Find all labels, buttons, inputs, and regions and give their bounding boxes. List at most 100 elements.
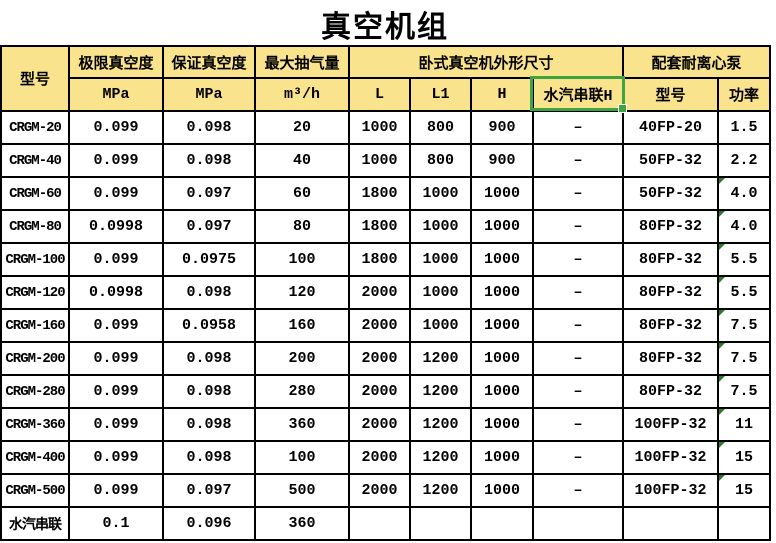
- header-ultimate-vacuum-unit[interactable]: MPa: [68, 77, 164, 112]
- cell-dim-h[interactable]: 1000: [470, 209, 534, 244]
- cell-guaranteed-vacuum[interactable]: 0.098: [162, 143, 256, 178]
- cell-steam-series-h[interactable]: –: [532, 242, 624, 277]
- cell-pump-power[interactable]: 2.2: [717, 143, 771, 178]
- cell-model[interactable]: CRGM-280: [0, 374, 70, 409]
- cell-max-capacity[interactable]: 360: [254, 407, 350, 442]
- cell-pump-model[interactable]: 100FP-32: [622, 407, 719, 442]
- cell-ultimate-vacuum[interactable]: 0.099: [68, 440, 164, 475]
- cell-dim-l[interactable]: 1800: [348, 242, 411, 277]
- fill-handle[interactable]: [618, 104, 627, 113]
- cell-dim-l[interactable]: 1800: [348, 209, 411, 244]
- cell-steam-series-h[interactable]: –: [532, 407, 624, 442]
- cell-dim-h[interactable]: 900: [470, 143, 534, 178]
- cell-max-capacity[interactable]: 20: [254, 110, 350, 145]
- cell-pump-model[interactable]: 80FP-32: [622, 374, 719, 409]
- cell-pump-power[interactable]: 15: [717, 440, 771, 475]
- cell-dim-l[interactable]: 2000: [348, 473, 411, 508]
- cell-guaranteed-vacuum[interactable]: 0.098: [162, 341, 256, 376]
- cell-pump-model[interactable]: 100FP-32: [622, 473, 719, 508]
- cell-max-capacity[interactable]: 120: [254, 275, 350, 310]
- cell-pump-model[interactable]: 80FP-32: [622, 242, 719, 277]
- cell-ultimate-vacuum[interactable]: 0.0998: [68, 275, 164, 310]
- cell-guaranteed-vacuum[interactable]: 0.097: [162, 176, 256, 211]
- cell-model[interactable]: CRGM-40: [0, 143, 70, 178]
- cell-steam-series-h[interactable]: –: [532, 176, 624, 211]
- cell-dim-l[interactable]: 1000: [348, 110, 411, 145]
- cell-dim-h[interactable]: [470, 506, 534, 541]
- cell-pump-power[interactable]: 4.0: [717, 176, 771, 211]
- cell-model[interactable]: CRGM-120: [0, 275, 70, 310]
- header-max-capacity-unit[interactable]: m³/h: [254, 77, 350, 112]
- sheet-title[interactable]: 真空机组: [321, 10, 449, 45]
- cell-dim-l1[interactable]: 800: [409, 110, 472, 145]
- cell-pump-model[interactable]: [622, 506, 719, 541]
- cell-steam-series-h[interactable]: –: [532, 473, 624, 508]
- cell-guaranteed-vacuum[interactable]: 0.0975: [162, 242, 256, 277]
- header-ultimate-vacuum[interactable]: 极限真空度: [68, 45, 164, 79]
- cell-pump-power[interactable]: 1.5: [717, 110, 771, 145]
- cell-dim-l1[interactable]: 1200: [409, 341, 472, 376]
- cell-ultimate-vacuum[interactable]: 0.1: [68, 506, 164, 541]
- cell-dim-l1[interactable]: 1000: [409, 275, 472, 310]
- header-pump-power[interactable]: 功率: [717, 77, 771, 112]
- cell-guaranteed-vacuum[interactable]: 0.097: [162, 209, 256, 244]
- cell-steam-series-h[interactable]: –: [532, 275, 624, 310]
- cell-model[interactable]: CRGM-500: [0, 473, 70, 508]
- cell-dim-l1[interactable]: 1200: [409, 374, 472, 409]
- cell-guaranteed-vacuum[interactable]: 0.098: [162, 374, 256, 409]
- cell-dim-l[interactable]: 2000: [348, 374, 411, 409]
- cell-steam-series-h[interactable]: –: [532, 110, 624, 145]
- cell-dim-l[interactable]: 1000: [348, 143, 411, 178]
- cell-dim-l1[interactable]: 1000: [409, 242, 472, 277]
- cell-guaranteed-vacuum[interactable]: 0.098: [162, 110, 256, 145]
- cell-dim-l[interactable]: 2000: [348, 308, 411, 343]
- cell-ultimate-vacuum[interactable]: 0.099: [68, 176, 164, 211]
- cell-steam-series-h[interactable]: –: [532, 341, 624, 376]
- cell-model[interactable]: CRGM-360: [0, 407, 70, 442]
- cell-steam-series-h[interactable]: –: [532, 308, 624, 343]
- cell-pump-power[interactable]: 7.5: [717, 308, 771, 343]
- cell-pump-power[interactable]: 11: [717, 407, 771, 442]
- cell-model[interactable]: CRGM-160: [0, 308, 70, 343]
- cell-dim-h[interactable]: 1000: [470, 242, 534, 277]
- header-pump-model[interactable]: 型号: [622, 77, 719, 112]
- header-max-capacity[interactable]: 最大抽气量: [254, 45, 350, 79]
- cell-model[interactable]: 水汽串联: [0, 506, 70, 541]
- cell-max-capacity[interactable]: 160: [254, 308, 350, 343]
- cell-pump-model[interactable]: 40FP-20: [622, 110, 719, 145]
- cell-dim-h[interactable]: 1000: [470, 407, 534, 442]
- cell-pump-power[interactable]: 4.0: [717, 209, 771, 244]
- header-model[interactable]: 型号: [0, 45, 70, 112]
- cell-steam-series-h[interactable]: –: [532, 440, 624, 475]
- cell-pump-model[interactable]: 80FP-32: [622, 209, 719, 244]
- cell-ultimate-vacuum[interactable]: 0.099: [68, 308, 164, 343]
- cell-pump-power[interactable]: 5.5: [717, 275, 771, 310]
- cell-dim-l[interactable]: 1800: [348, 176, 411, 211]
- cell-dim-h[interactable]: 1000: [470, 308, 534, 343]
- cell-max-capacity[interactable]: 60: [254, 176, 350, 211]
- header-pump-group[interactable]: 配套耐离心泵: [622, 45, 771, 79]
- cell-model[interactable]: CRGM-100: [0, 242, 70, 277]
- cell-dim-l[interactable]: 2000: [348, 341, 411, 376]
- cell-ultimate-vacuum[interactable]: 0.099: [68, 242, 164, 277]
- cell-ultimate-vacuum[interactable]: 0.099: [68, 473, 164, 508]
- cell-model[interactable]: CRGM-60: [0, 176, 70, 211]
- cell-dim-l1[interactable]: 1200: [409, 440, 472, 475]
- cell-dim-h[interactable]: 1000: [470, 374, 534, 409]
- cell-guaranteed-vacuum[interactable]: 0.097: [162, 473, 256, 508]
- cell-ultimate-vacuum[interactable]: 0.0998: [68, 209, 164, 244]
- header-dimensions-group[interactable]: 卧式真空机外形尺寸: [348, 45, 624, 79]
- header-guaranteed-vacuum[interactable]: 保证真空度: [162, 45, 256, 79]
- cell-pump-model[interactable]: 100FP-32: [622, 440, 719, 475]
- cell-guaranteed-vacuum[interactable]: 0.098: [162, 407, 256, 442]
- cell-ultimate-vacuum[interactable]: 0.099: [68, 110, 164, 145]
- cell-dim-l[interactable]: 2000: [348, 440, 411, 475]
- cell-model[interactable]: CRGM-20: [0, 110, 70, 145]
- cell-steam-series-h[interactable]: [532, 506, 624, 541]
- header-steam-series-h[interactable]: 水汽串联H: [532, 77, 624, 112]
- cell-dim-l1[interactable]: 1200: [409, 473, 472, 508]
- cell-ultimate-vacuum[interactable]: 0.099: [68, 341, 164, 376]
- cell-dim-l1[interactable]: 800: [409, 143, 472, 178]
- cell-pump-power[interactable]: [717, 506, 771, 541]
- cell-dim-l1[interactable]: 1000: [409, 209, 472, 244]
